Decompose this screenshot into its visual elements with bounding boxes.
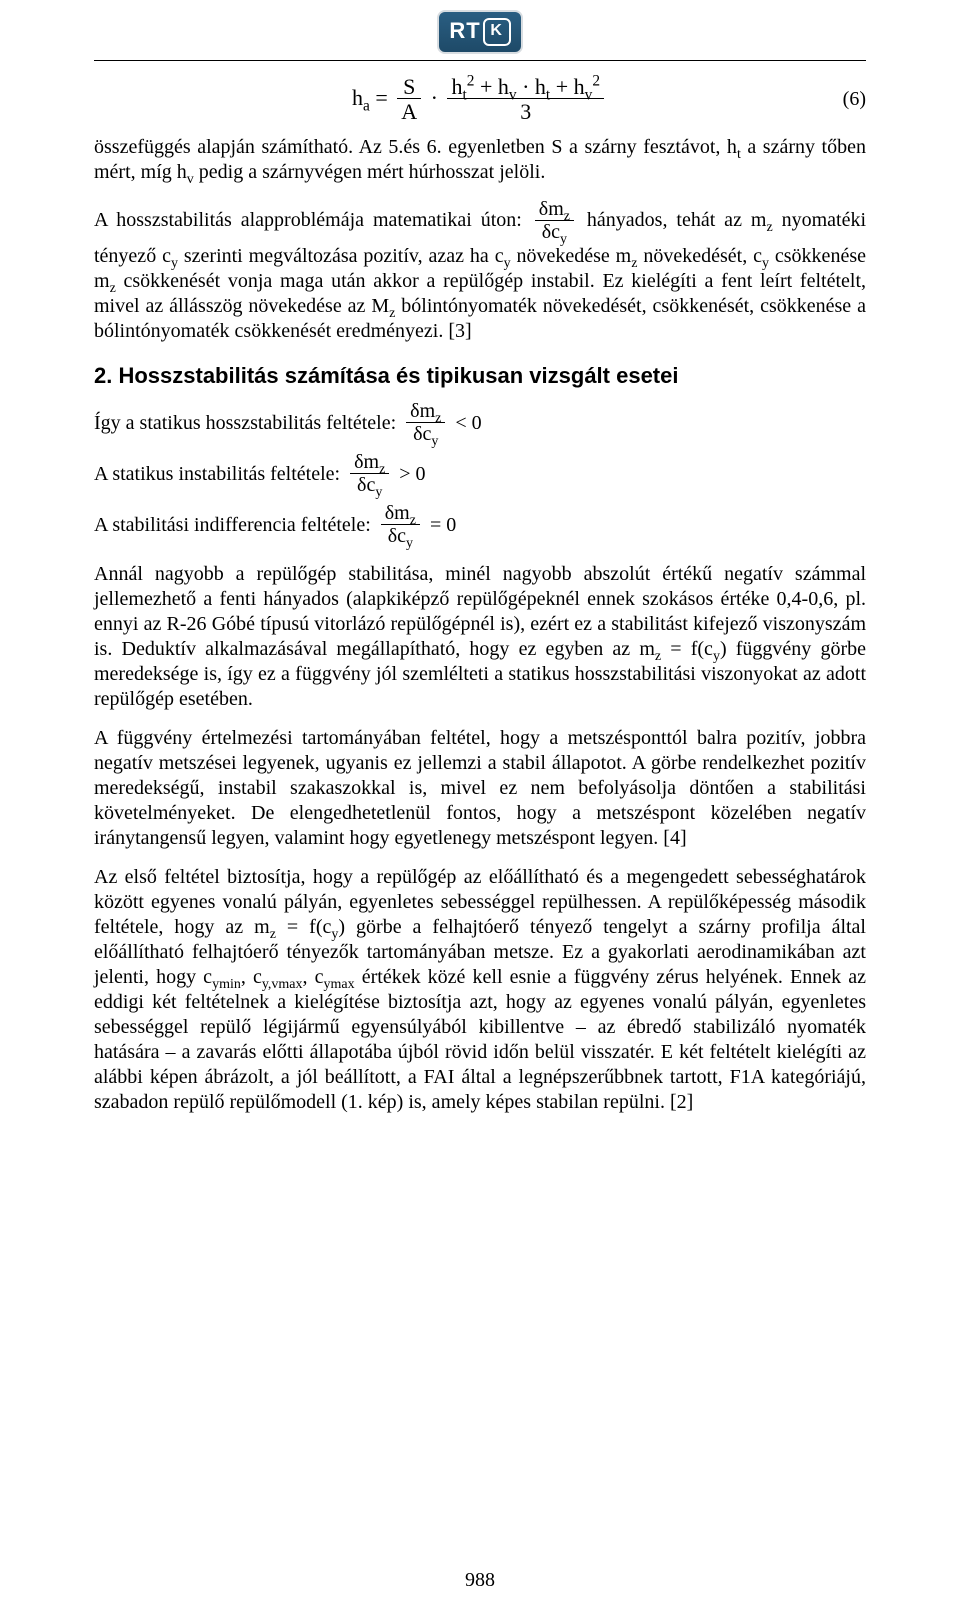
condition-3-rel: = 0 bbox=[430, 513, 456, 538]
condition-1-frac: δmz δcy bbox=[406, 401, 445, 446]
logo: RTK bbox=[437, 10, 522, 54]
section-2-heading: 2. Hosszstabilitás számítása és tipikusa… bbox=[94, 362, 866, 390]
p-main-pre: A hosszstabilitás alapproblémája matemat… bbox=[94, 209, 531, 231]
eq6-frac-1: S A bbox=[397, 75, 421, 124]
eq6-frac1-num: S bbox=[397, 75, 421, 99]
deriv-den: δcy bbox=[535, 221, 574, 244]
condition-1-rel: < 0 bbox=[455, 411, 481, 436]
condition-3: A stabilitási indifferencia feltétele: δ… bbox=[94, 503, 866, 548]
equation-6-label: (6) bbox=[843, 87, 866, 112]
paragraph-body-2: Annál nagyobb a repülőgép stabilitása, m… bbox=[94, 562, 866, 712]
condition-1: Így a statikus hosszstabilitás feltétele… bbox=[94, 401, 866, 446]
logo-text: RTK bbox=[449, 18, 510, 43]
condition-2-frac: δmz δcy bbox=[350, 452, 389, 497]
equation-6: ha = S A · ht2 + hv · ht + hv2 3 (6) bbox=[94, 75, 866, 124]
eq6-frac2-den: 3 bbox=[447, 99, 604, 124]
page: RTK ha = S A · ht2 + hv · ht + hv2 3 (6) bbox=[0, 0, 960, 1614]
header-divider bbox=[94, 60, 866, 61]
condition-1-text: Így a statikus hosszstabilitás feltétele… bbox=[94, 411, 396, 436]
eq6-frac1-den: A bbox=[397, 99, 421, 124]
logo-left: RT bbox=[449, 18, 480, 43]
logo-boxed-letter: K bbox=[483, 18, 511, 46]
page-number: 988 bbox=[0, 1569, 960, 1592]
page-content: ha = S A · ht2 + hv · ht + hv2 3 (6) öss… bbox=[94, 75, 866, 1115]
eq6-lhs: ha bbox=[352, 85, 370, 110]
condition-3-text: A stabilitási indifferencia feltétele: bbox=[94, 513, 371, 538]
eq6-frac-2: ht2 + hv · ht + hv2 3 bbox=[447, 75, 604, 124]
paragraph-intro: összefüggés alapján számítható. Az 5.és … bbox=[94, 135, 866, 185]
deriv-num: δmz bbox=[535, 199, 574, 221]
paragraph-body-4: Az első feltétel biztosítja, hogy a repü… bbox=[94, 865, 866, 1115]
condition-2: A statikus instabilitás feltétele: δmz δ… bbox=[94, 452, 866, 497]
condition-2-text: A statikus instabilitás feltétele: bbox=[94, 462, 340, 487]
paragraph-main: A hosszstabilitás alapproblémája matemat… bbox=[94, 199, 866, 344]
eq6-frac2-num: ht2 + hv · ht + hv2 bbox=[447, 75, 604, 99]
equation-6-body: ha = S A · ht2 + hv · ht + hv2 3 bbox=[352, 75, 608, 124]
page-header: RTK bbox=[94, 0, 866, 54]
inline-deriv: δmz δcy bbox=[535, 199, 574, 244]
eq6-eq-sign: = bbox=[375, 85, 393, 110]
condition-2-rel: > 0 bbox=[399, 462, 425, 487]
paragraph-body-3: A függvény értelmezési tartományában fel… bbox=[94, 726, 866, 851]
eq6-dot: · bbox=[431, 85, 444, 110]
condition-3-frac: δmz δcy bbox=[381, 503, 420, 548]
